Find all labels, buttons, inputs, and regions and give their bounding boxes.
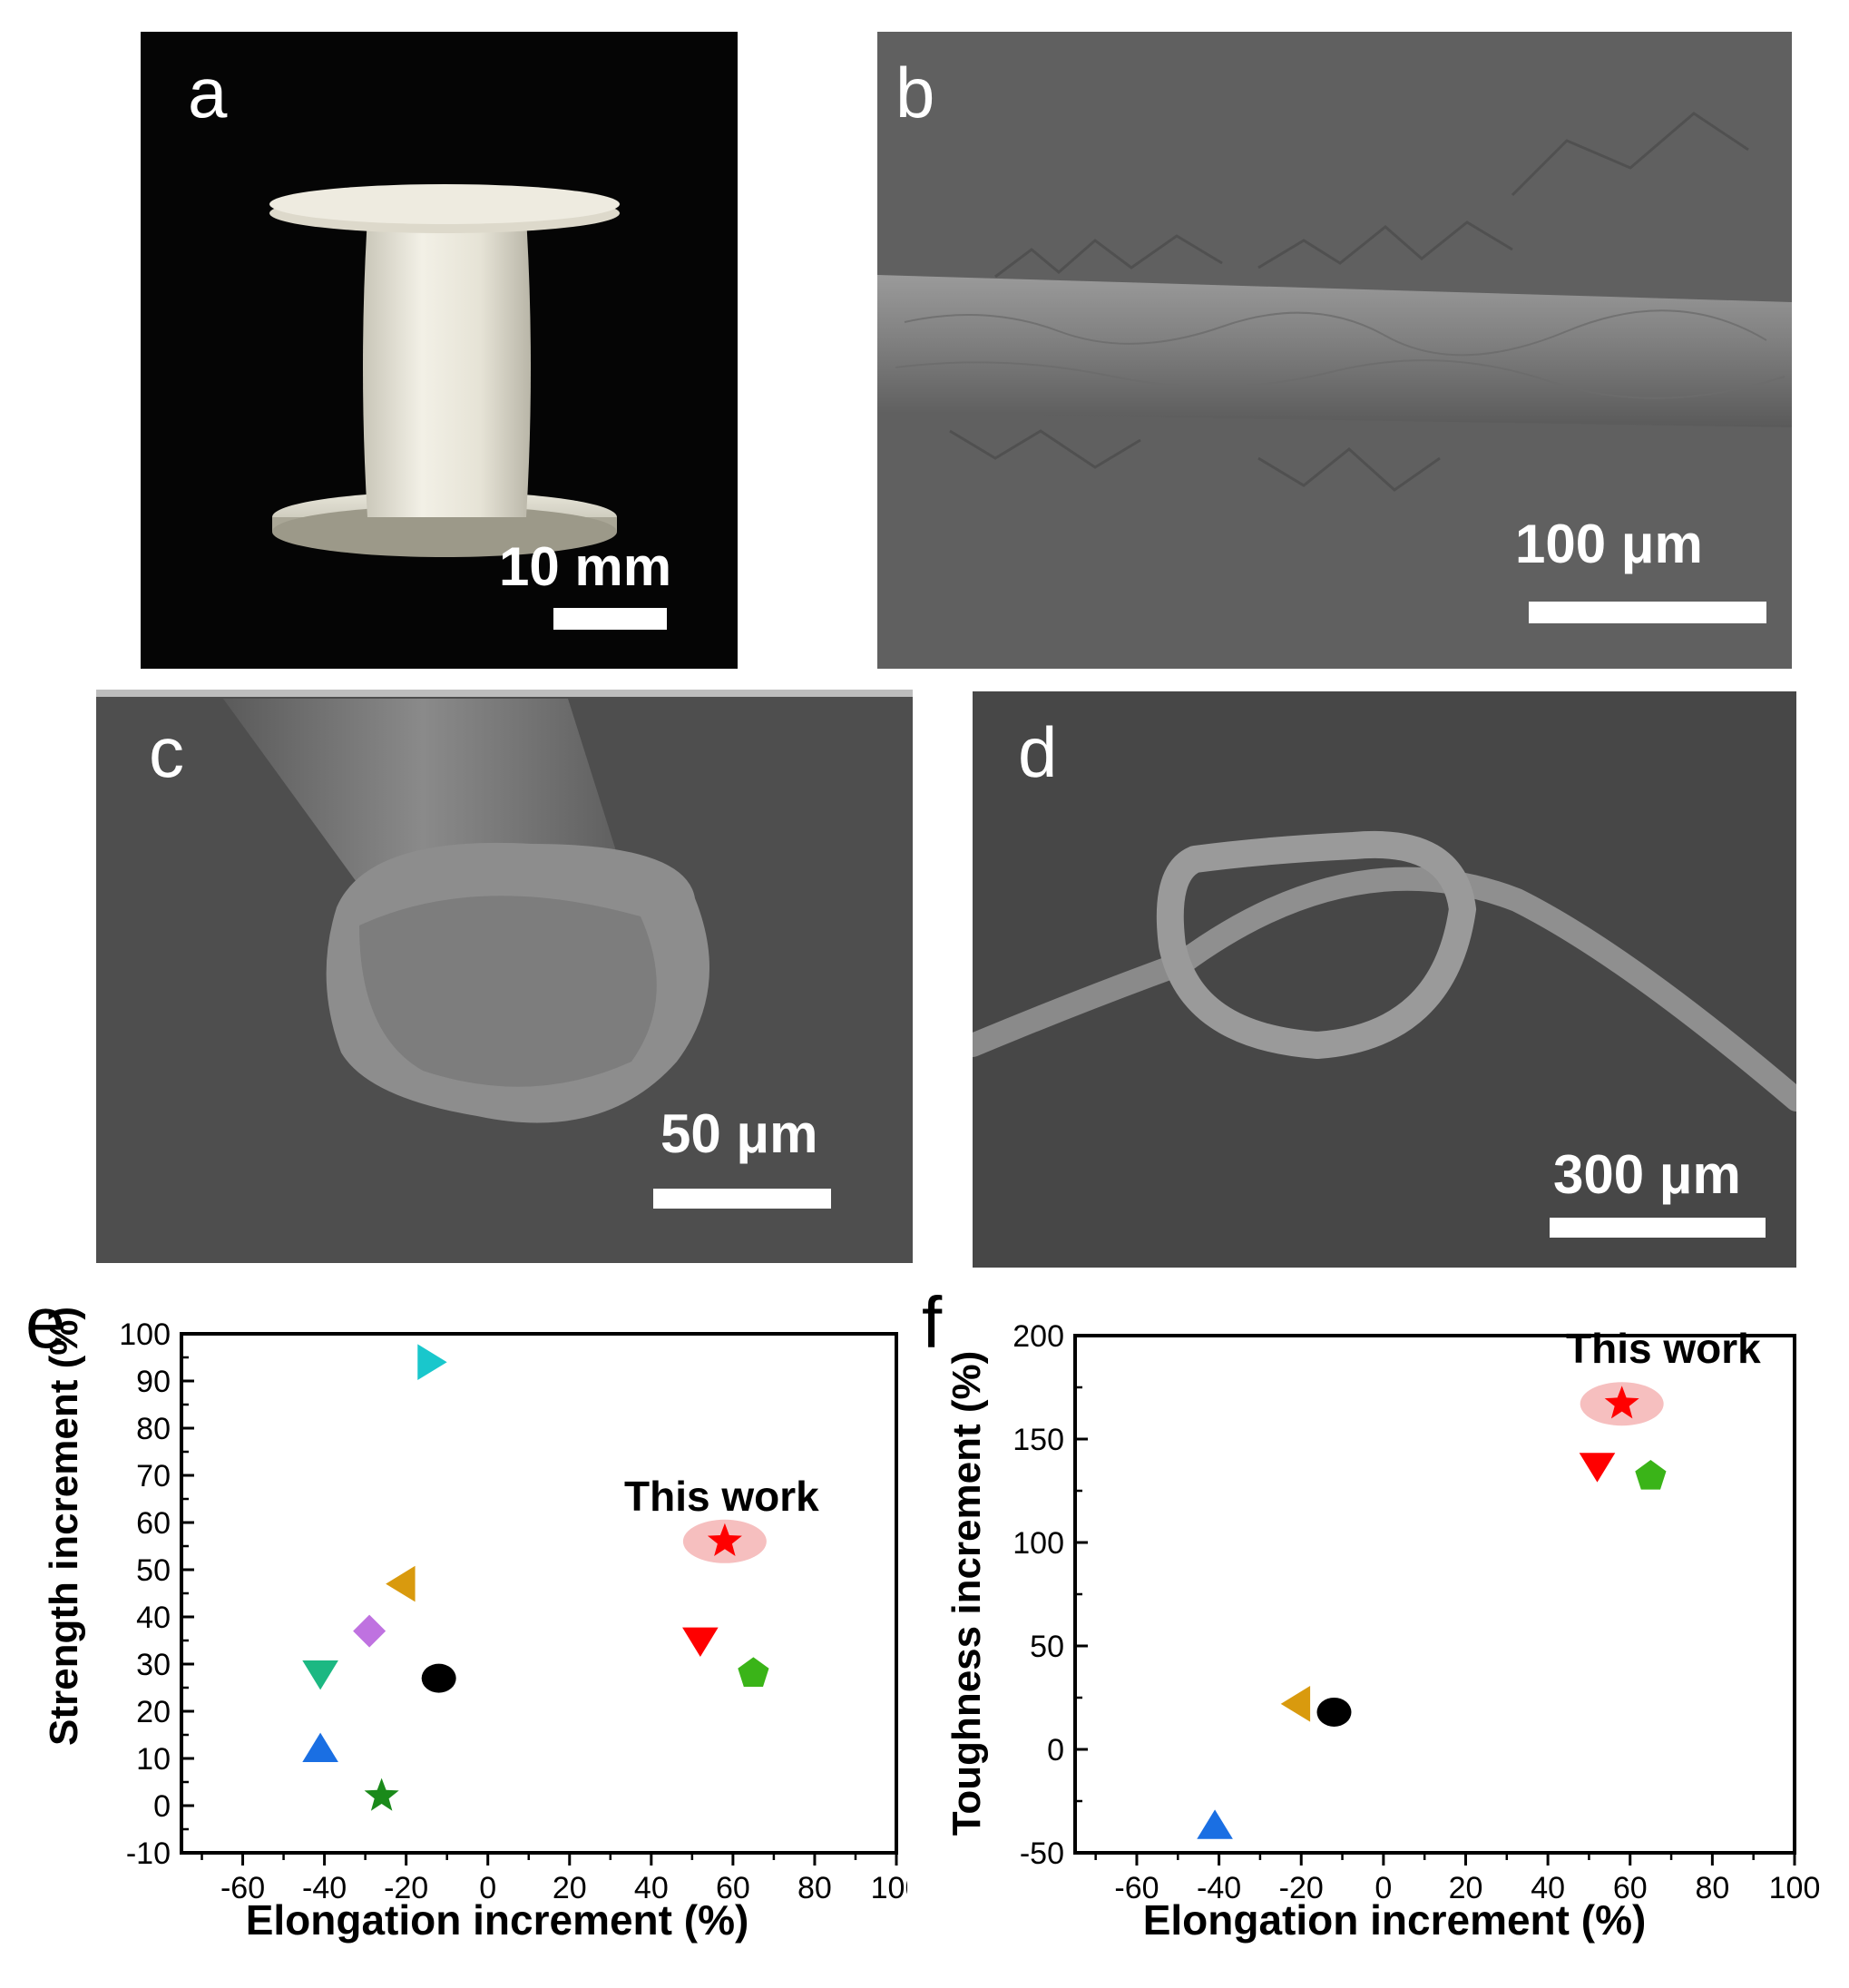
x-tick-label: 40 [634, 1871, 669, 1905]
x-tick-label: 100 [1769, 1871, 1821, 1905]
panel-c-sem: c 50 μm [96, 690, 913, 1263]
panel-letter-e: e [25, 1288, 66, 1363]
plot-area-frame [1073, 1334, 1796, 1855]
scale-bar-a [553, 608, 667, 630]
y-tick-label: 150 [1013, 1423, 1064, 1457]
x-tick-label: 100 [871, 1871, 907, 1905]
scale-label-b: 100 μm [1515, 514, 1703, 574]
chart-f-points [1197, 1382, 1667, 1839]
chart-f-annotation: This work [1566, 1325, 1761, 1372]
scale-label-c: 50 μm [660, 1103, 818, 1164]
x-tick-label: -20 [1279, 1871, 1324, 1905]
chart-e: e -10 0 10 20 30 40 50 60 70 80 90 100 -60 -40 -20 0 20… [25, 1288, 907, 1944]
scale-label-a: 10 mm [499, 536, 672, 597]
y-tick-label: -50 [1020, 1836, 1064, 1871]
y-tick-label: 50 [1030, 1630, 1064, 1664]
y-tick-label: 30 [136, 1648, 171, 1682]
y-tick-label: 20 [136, 1695, 171, 1729]
data-point-triangle-down [1579, 1453, 1616, 1483]
fiber-cross-section-image [96, 690, 913, 1263]
chart-e-frame [180, 1332, 898, 1855]
chart-e-xticks: -60 -40 -20 0 20 40 60 80 100 [201, 1853, 907, 1905]
data-point-triangle-down [682, 1627, 719, 1657]
y-tick-label: 70 [136, 1459, 171, 1493]
data-point-diamond [353, 1614, 386, 1648]
x-tick-label: 80 [797, 1871, 832, 1905]
x-tick-label: 20 [1449, 1871, 1483, 1905]
y-tick-label: 0 [1047, 1733, 1064, 1768]
chart-f-yticks: -50 0 50 100 150 200 [1013, 1319, 1088, 1871]
y-tick-label: 200 [1013, 1319, 1064, 1354]
scale-bar-b [1529, 602, 1766, 623]
x-tick-label: -40 [302, 1871, 347, 1905]
x-tick-label: 20 [553, 1871, 587, 1905]
plot-area-frame [180, 1332, 898, 1855]
x-tick-label: -60 [1114, 1871, 1159, 1905]
x-tick-label: 40 [1531, 1871, 1565, 1905]
panel-letter-d: d [1018, 712, 1058, 792]
y-tick-label: -10 [126, 1836, 171, 1871]
data-point-triangle-up [1197, 1809, 1233, 1839]
chart-e-points [302, 1344, 769, 1811]
y-tick-label: 50 [136, 1553, 171, 1588]
x-tick-label: 0 [1375, 1871, 1392, 1905]
chart-e-ylabel: Strength increment (%) [42, 1307, 86, 1746]
fiber-knot-image [973, 691, 1796, 1268]
y-tick-label: 10 [136, 1742, 171, 1777]
panel-letter-c: c [149, 712, 184, 792]
data-point-pentagon [1635, 1460, 1667, 1490]
panel-letter-f: f [922, 1288, 943, 1363]
chart-e-xlabel: Elongation increment (%) [246, 1896, 749, 1944]
y-tick-label: 0 [153, 1789, 171, 1824]
x-tick-label: 0 [479, 1871, 496, 1905]
panel-d-sem: d 300 μm [973, 691, 1796, 1268]
panel-a-photo: a 10 mm [141, 32, 738, 669]
y-tick-label: 100 [119, 1317, 171, 1352]
scale-label-d: 300 μm [1553, 1144, 1741, 1205]
x-tick-label: -40 [1197, 1871, 1241, 1905]
panel-b-sem: b 100 μm [877, 32, 1792, 669]
data-point-triangle-right [417, 1344, 447, 1380]
data-point-star [707, 1523, 742, 1556]
y-tick-label: 100 [1013, 1526, 1064, 1561]
data-point-circle [1316, 1697, 1352, 1727]
scale-bar-d [1550, 1218, 1766, 1238]
x-tick-label: -60 [220, 1871, 265, 1905]
data-point-circle [421, 1663, 456, 1693]
chart-f-frame [1073, 1334, 1796, 1855]
data-point-star [364, 1777, 399, 1811]
y-tick-label: 40 [136, 1601, 171, 1635]
panel-letter-a: a [188, 53, 228, 132]
y-tick-label: 60 [136, 1506, 171, 1541]
chart-f-ylabel: Toughness increment (%) [944, 1351, 989, 1836]
x-tick-label: 80 [1695, 1871, 1729, 1905]
spool-image [269, 184, 620, 557]
data-point-pentagon [738, 1657, 769, 1687]
chart-e-yticks: -10 0 10 20 30 40 50 60 70 80 90 100 [119, 1317, 194, 1871]
data-point-star [1604, 1386, 1639, 1419]
scale-bar-c [653, 1189, 831, 1209]
chart-f-xticks: -60 -40 -20 0 20 40 60 80 100 [1094, 1853, 1821, 1905]
y-tick-label: 90 [136, 1365, 171, 1399]
fiber-image [877, 32, 1792, 669]
data-point-triangle-left [1280, 1686, 1311, 1722]
data-point-triangle-left [386, 1565, 416, 1602]
x-tick-label: 60 [716, 1871, 750, 1905]
y-tick-label: 80 [136, 1412, 171, 1446]
data-point-triangle-up [302, 1732, 338, 1762]
panel-letter-b: b [895, 53, 935, 132]
x-tick-label: -20 [384, 1871, 428, 1905]
data-point-triangle-down [302, 1660, 338, 1690]
chart-e-annotation: This work [624, 1473, 819, 1520]
x-tick-label: 60 [1613, 1871, 1648, 1905]
chart-f-xlabel: Elongation increment (%) [1143, 1896, 1647, 1944]
